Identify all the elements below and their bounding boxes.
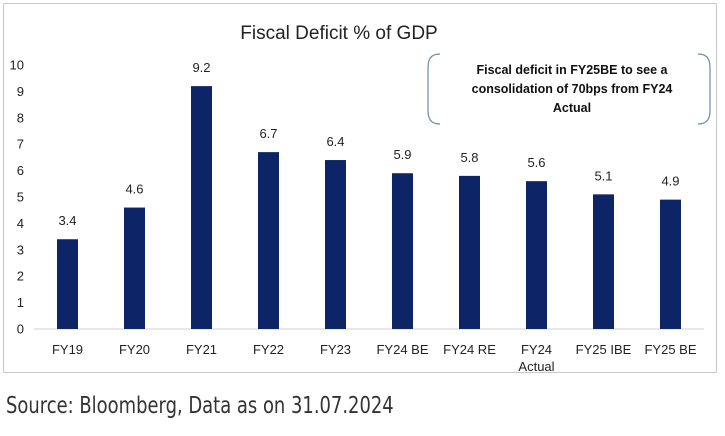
y-tick-label: 0 xyxy=(17,322,24,337)
y-tick-label: 9 xyxy=(17,84,24,99)
callout-brace xyxy=(427,53,711,125)
y-tick-label: 3 xyxy=(17,242,24,257)
bars xyxy=(57,86,681,330)
y-axis: 0 1 2 3 4 5 6 7 8 9 10 xyxy=(10,58,24,337)
data-label: 5.9 xyxy=(393,147,411,162)
y-tick-label: 8 xyxy=(17,110,24,125)
data-label: 4.9 xyxy=(661,174,679,189)
bar-chart: Fiscal Deficit % of GDP 0 1 2 3 4 5 6 7 8 9 10 3.4… xyxy=(10,23,711,372)
x-tick-label: FY24 BE xyxy=(376,342,428,357)
x-tick-label: FY24 RE xyxy=(443,342,496,357)
y-tick-label: 7 xyxy=(17,137,24,152)
bar xyxy=(660,199,681,329)
data-label: 6.7 xyxy=(259,126,277,141)
x-tick-label: FY21 xyxy=(186,342,217,357)
source-note: Source: Bloomberg, Data as on 31.07.2024 xyxy=(6,393,394,419)
x-tick-label: FY23 xyxy=(320,342,351,357)
bar xyxy=(526,181,547,329)
x-tick-label: FY19 xyxy=(52,342,83,357)
bar xyxy=(191,86,212,330)
data-label: 4.6 xyxy=(125,182,143,197)
x-tick-label: FY25 BE xyxy=(644,342,696,357)
data-label: 5.6 xyxy=(527,155,545,170)
bar xyxy=(325,160,346,329)
chart-title: Fiscal Deficit % of GDP xyxy=(240,23,437,44)
bar xyxy=(57,239,78,329)
data-label: 5.8 xyxy=(460,150,478,165)
x-tick-label: FY24 Actual xyxy=(518,342,554,372)
y-tick-label: 1 xyxy=(17,295,24,310)
chart-frame: Fiscal Deficit % of GDP 0 1 2 3 4 5 6 7 8 9 10 3.4… xyxy=(3,3,717,373)
x-tick-label: FY25 IBE xyxy=(576,342,632,357)
callout-box: Fiscal deficit in FY25BE to see a consol… xyxy=(432,54,712,124)
bar xyxy=(459,175,480,329)
bar xyxy=(124,207,145,329)
x-axis: FY19 FY20 FY21 FY22 FY23 FY24 BE FY24 RE FY24 Ac… xyxy=(52,342,697,372)
y-tick-label: 4 xyxy=(17,216,24,231)
data-label: 6.4 xyxy=(326,134,344,149)
callout-text: Fiscal deficit in FY25BE to see a consol… xyxy=(471,62,673,115)
y-tick-label: 10 xyxy=(10,58,24,73)
data-label: 3.4 xyxy=(58,213,76,228)
bar xyxy=(258,152,279,329)
y-tick-label: 5 xyxy=(17,190,24,205)
y-tick-label: 6 xyxy=(17,163,24,178)
bar xyxy=(392,173,413,329)
y-tick-label: 2 xyxy=(17,269,24,284)
bar xyxy=(593,194,614,329)
data-label: 5.1 xyxy=(594,168,612,183)
x-tick-label: FY22 xyxy=(253,342,284,357)
data-labels: 3.4 4.6 9.2 6.7 6.4 5.9 5.8 5.6 5.1 4.9 xyxy=(58,60,679,228)
data-label: 9.2 xyxy=(192,60,210,75)
x-tick-label: FY20 xyxy=(119,342,150,357)
